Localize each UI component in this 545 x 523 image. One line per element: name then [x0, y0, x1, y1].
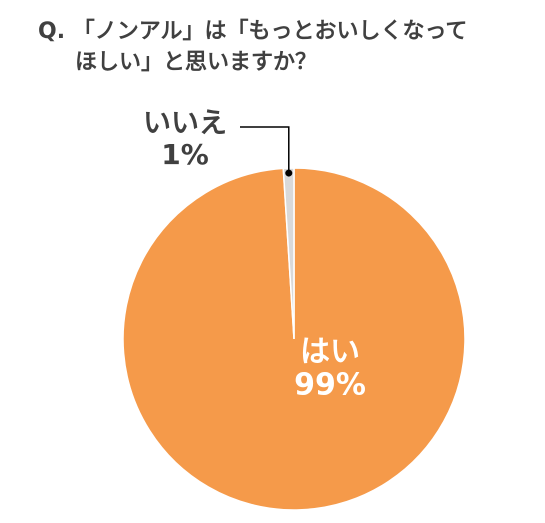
- leader-dot: [285, 169, 293, 177]
- value-label: 1%: [161, 138, 209, 171]
- value-label: 99%: [294, 368, 366, 403]
- leader-line: [240, 126, 290, 174]
- slice-label: はい: [300, 335, 360, 370]
- slice-label: いいえ: [143, 106, 227, 139]
- chart-title: Q. 「ノンアル」は「もっとおいしくなって: [38, 19, 467, 44]
- chart-title: ほしい」と思いますか？: [75, 50, 317, 75]
